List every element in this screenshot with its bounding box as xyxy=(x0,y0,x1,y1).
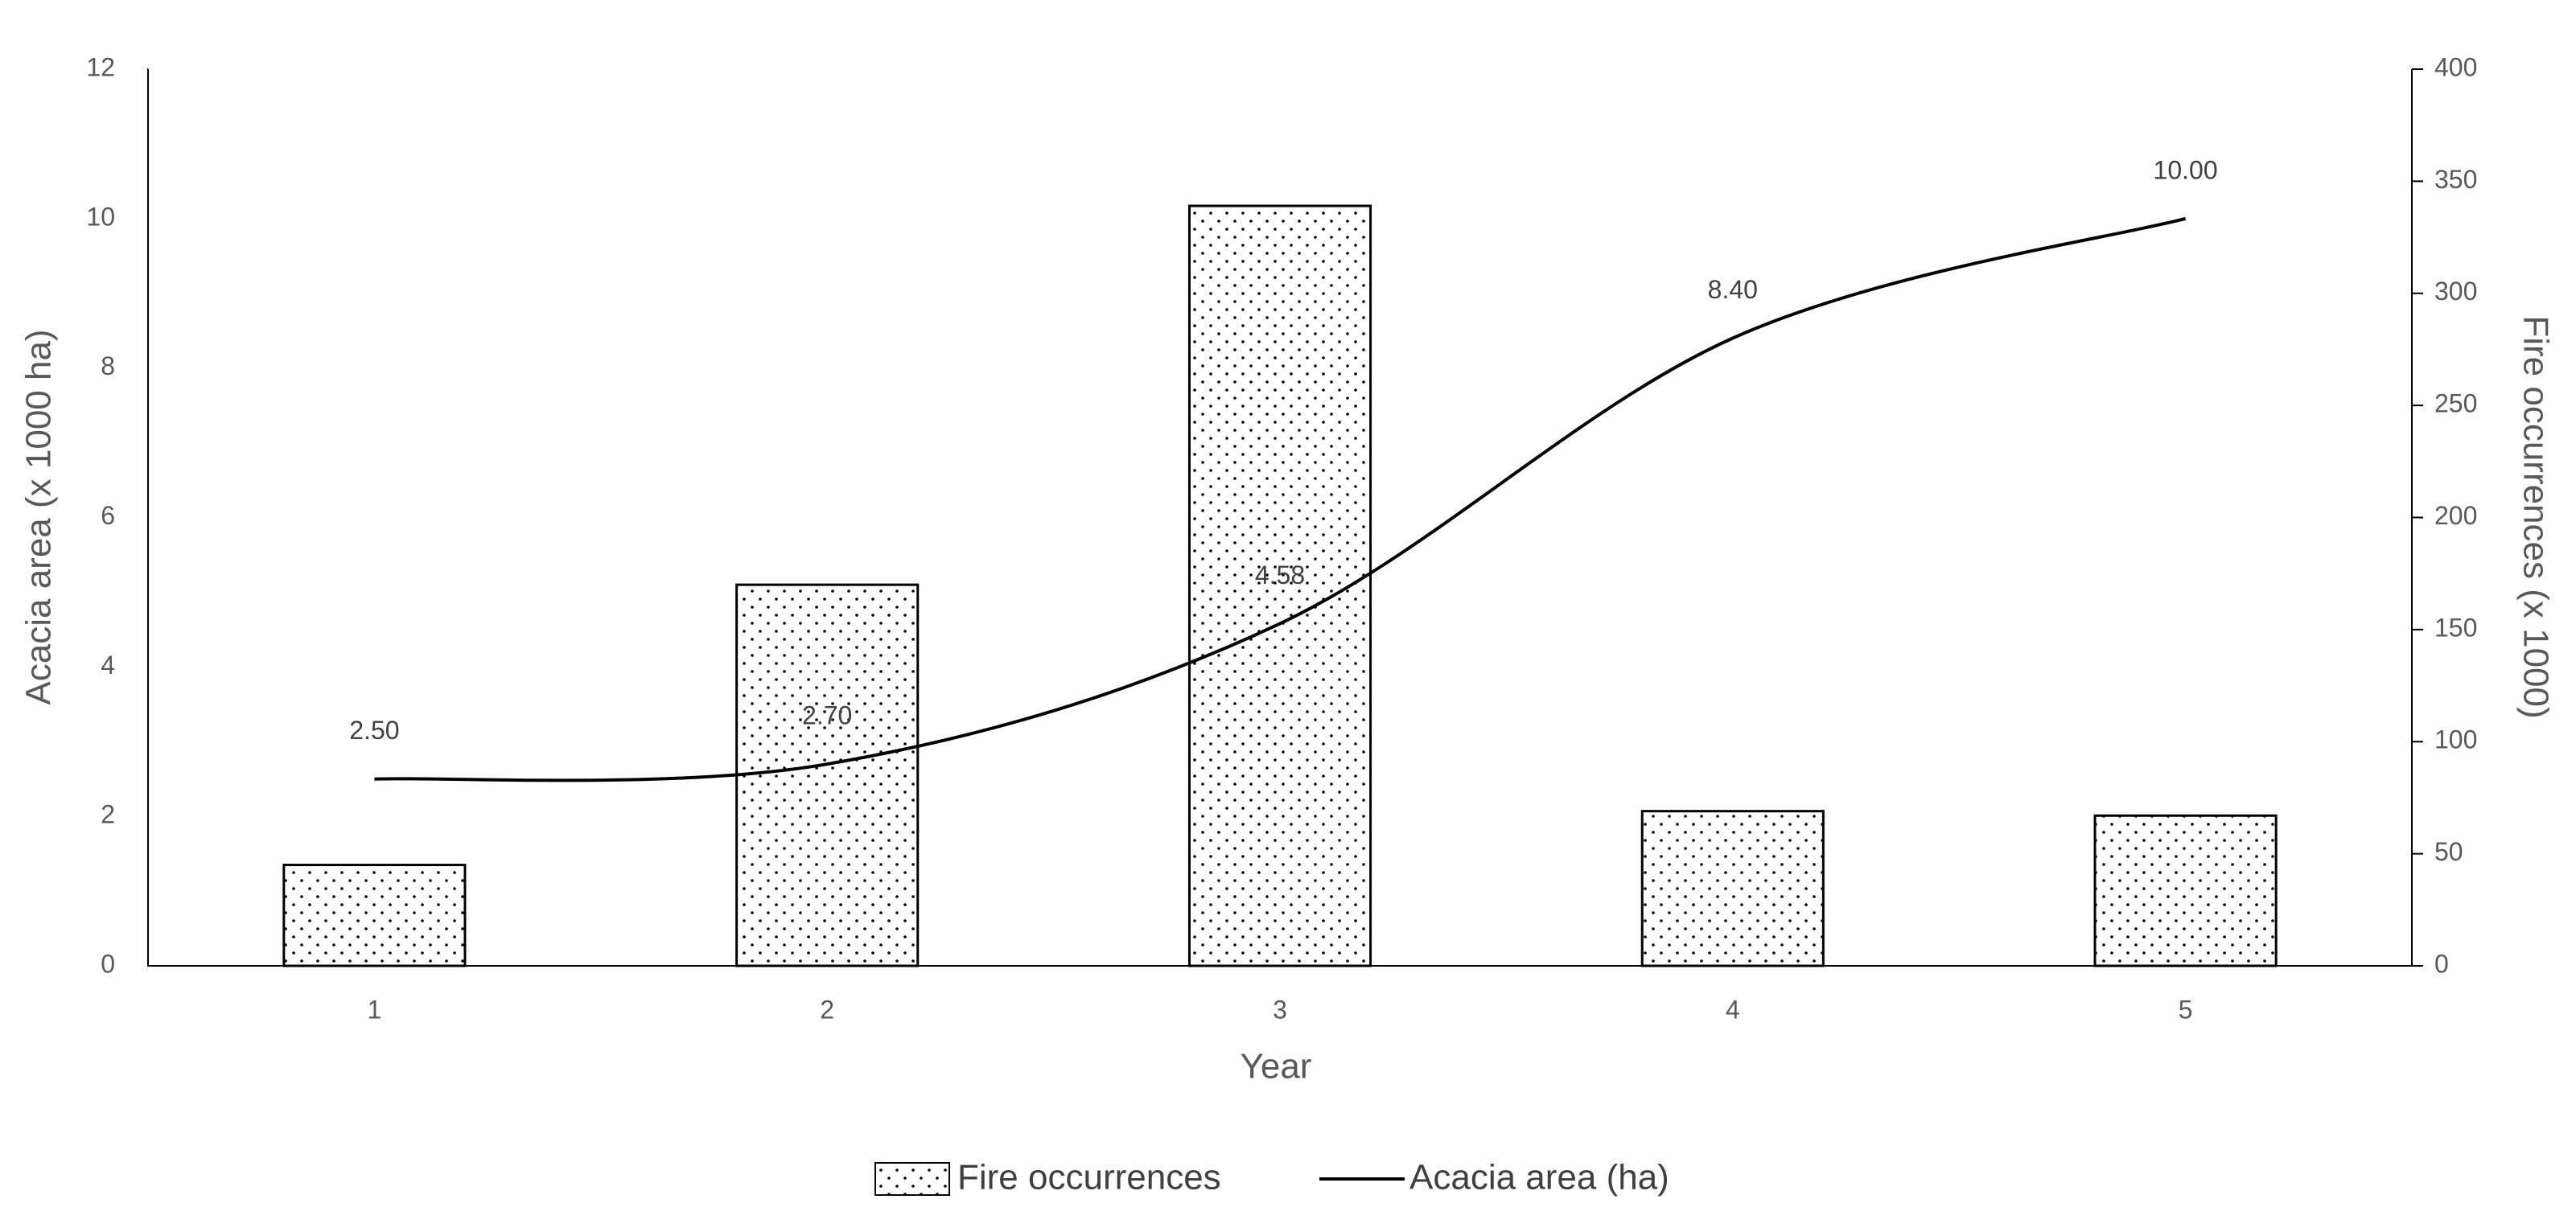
y2-tick-label: 0 xyxy=(2434,949,2449,978)
y-tick-label: 4 xyxy=(101,651,115,680)
x-axis-title: Year xyxy=(1241,1047,1312,1086)
y2-tick-label: 200 xyxy=(2434,501,2477,530)
y2-tick-label: 250 xyxy=(2434,389,2477,418)
y2-tick-label: 350 xyxy=(2434,165,2477,194)
y2-tick-label: 50 xyxy=(2434,837,2463,866)
y-tick-label: 2 xyxy=(101,800,115,829)
x-tick-label: 5 xyxy=(2179,995,2193,1024)
value-label: 2.70 xyxy=(802,701,852,730)
x-tick-label: 2 xyxy=(820,995,834,1024)
y-tick-label: 0 xyxy=(101,949,115,978)
legend-label: Acacia area (ha) xyxy=(1409,1158,1669,1197)
x-tick-label: 3 xyxy=(1273,995,1287,1024)
value-label: 2.50 xyxy=(349,716,399,745)
y2-tick-label: 150 xyxy=(2434,613,2477,642)
y2-tick-label: 100 xyxy=(2434,725,2477,754)
y-tick-label: 12 xyxy=(86,52,115,81)
x-tick-label: 4 xyxy=(1726,995,1740,1024)
bar xyxy=(1187,204,1372,967)
legend: Fire occurrences Acacia area (ha) xyxy=(874,1158,1669,1197)
bar xyxy=(735,583,920,967)
y-tick-label: 8 xyxy=(101,351,115,380)
bar xyxy=(282,864,467,967)
legend-label: Fire occurrences xyxy=(957,1158,1221,1197)
y2-tick-label: 400 xyxy=(2434,52,2477,81)
value-label: 4.58 xyxy=(1255,561,1305,589)
value-label: 8.40 xyxy=(1708,275,1758,304)
bar xyxy=(2093,814,2278,967)
y-axis-title: Acacia area (x 1000 ha) xyxy=(19,329,59,704)
value-label: 10.00 xyxy=(2154,155,2218,184)
line xyxy=(374,216,2187,782)
bar xyxy=(1640,810,1825,967)
y2-tick-label: 300 xyxy=(2434,277,2477,306)
y2-axis-title: Fire occurrences (x 1000) xyxy=(2516,315,2555,718)
y-tick-label: 6 xyxy=(101,501,115,530)
y-tick-label: 10 xyxy=(86,202,115,231)
legend-swatch xyxy=(874,1162,950,1196)
x-tick-label: 1 xyxy=(368,995,382,1024)
